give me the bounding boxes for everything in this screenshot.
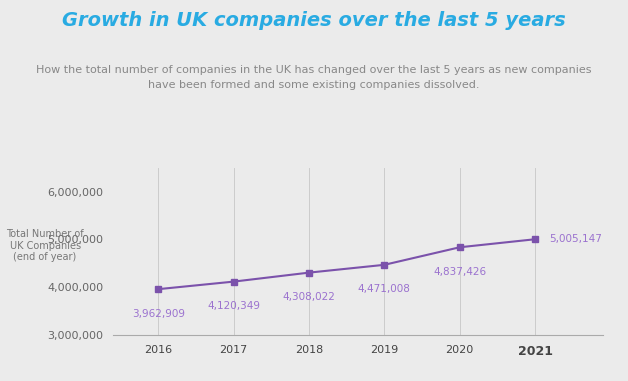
- Text: 3,962,909: 3,962,909: [132, 309, 185, 319]
- Text: Total Number of
UK Companies
(end of year): Total Number of UK Companies (end of yea…: [6, 229, 84, 263]
- Text: Growth in UK companies over the last 5 years: Growth in UK companies over the last 5 y…: [62, 11, 566, 30]
- Text: 4,120,349: 4,120,349: [207, 301, 260, 311]
- Text: 5,005,147: 5,005,147: [549, 234, 602, 244]
- Text: How the total number of companies in the UK has changed over the last 5 years as: How the total number of companies in the…: [36, 65, 592, 90]
- Text: 4,471,008: 4,471,008: [358, 284, 411, 294]
- Text: 4,308,022: 4,308,022: [283, 292, 335, 302]
- Text: 4,837,426: 4,837,426: [433, 267, 486, 277]
